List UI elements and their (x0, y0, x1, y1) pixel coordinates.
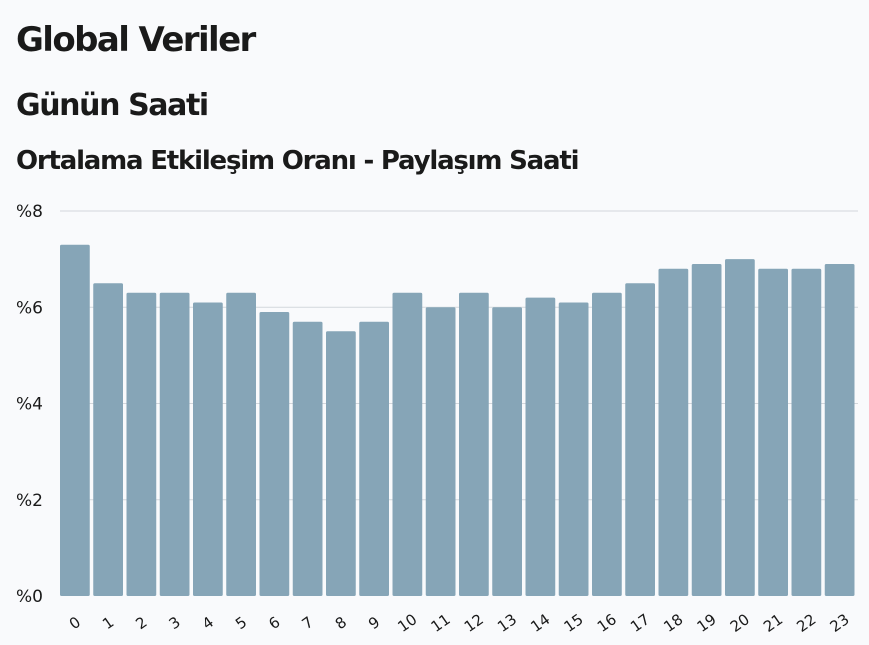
section-subtitle: Günün Saati (16, 88, 209, 123)
x-tick-label: 13 (494, 610, 520, 636)
bar-hour-13 (492, 307, 522, 596)
bar-hour-21 (758, 268, 788, 596)
bar-hour-3 (159, 292, 190, 596)
x-tick-label: 3 (166, 613, 184, 633)
y-tick-label: %4 (16, 395, 43, 415)
x-tick-label: 1 (99, 613, 117, 633)
x-tick-label: 16 (594, 610, 620, 636)
x-tick-label: 20 (727, 610, 753, 636)
x-tick-label: 7 (299, 613, 317, 633)
bar-hour-23 (824, 263, 855, 596)
bar-hour-18 (658, 268, 689, 596)
x-tick-label: 8 (332, 613, 350, 633)
x-tick-label: 4 (199, 613, 217, 633)
x-tick-label: 0 (66, 613, 84, 633)
y-tick-label: %2 (16, 491, 43, 511)
x-tick-label: 14 (527, 610, 553, 636)
y-tick-label: %0 (16, 587, 43, 607)
bar-hour-8 (326, 331, 356, 596)
y-axis-ticks: %0 %2 %4 %6 %8 (16, 202, 43, 607)
bar-hour-2 (126, 292, 157, 596)
x-tick-label: 11 (428, 610, 454, 636)
x-tick-label: 21 (760, 610, 786, 636)
bar-hour-7 (292, 321, 323, 596)
x-tick-label: 19 (694, 610, 720, 636)
bar-hour-22 (791, 268, 822, 596)
bar-hour-20 (725, 259, 755, 597)
bar-hour-17 (625, 283, 655, 596)
bar-hour-5 (226, 292, 256, 596)
x-tick-label: 18 (660, 610, 686, 636)
bars (60, 244, 855, 597)
bar-hour-0 (60, 244, 90, 596)
bar-hour-1 (93, 283, 123, 596)
x-tick-label: 22 (793, 610, 819, 636)
y-tick-label: %8 (16, 202, 43, 222)
x-tick-label: 2 (132, 613, 150, 633)
bar-hour-15 (558, 302, 589, 596)
bar-hour-4 (193, 302, 223, 596)
x-tick-label: 5 (232, 613, 250, 633)
x-tick-label: 12 (461, 610, 487, 636)
y-tick-label: %6 (16, 298, 43, 318)
bar-hour-9 (359, 321, 389, 596)
bar-hour-16 (592, 292, 622, 596)
page-title: Global Veriler (16, 20, 256, 60)
x-tick-label: 15 (561, 610, 587, 636)
x-tick-label: 17 (627, 610, 653, 636)
bar-hour-19 (691, 263, 722, 596)
bar-hour-14 (525, 297, 556, 597)
bar-hour-6 (259, 312, 290, 596)
x-tick-label: 23 (827, 610, 853, 636)
chart-title: Ortalama Etkileşim Oranı - Paylaşım Saat… (16, 146, 579, 176)
bar-hour-10 (392, 292, 423, 596)
bar-hour-12 (459, 292, 489, 596)
x-tick-label: 9 (365, 613, 383, 633)
x-tick-label: 6 (265, 613, 283, 633)
bar-hour-11 (425, 307, 456, 596)
x-tick-label: 10 (394, 610, 420, 636)
x-axis-ticks: 0 1 2 3 4 5 6 7 8 9 10 11 12 13 14 15 16 17 18 19 20 21 22 23 (66, 610, 853, 636)
